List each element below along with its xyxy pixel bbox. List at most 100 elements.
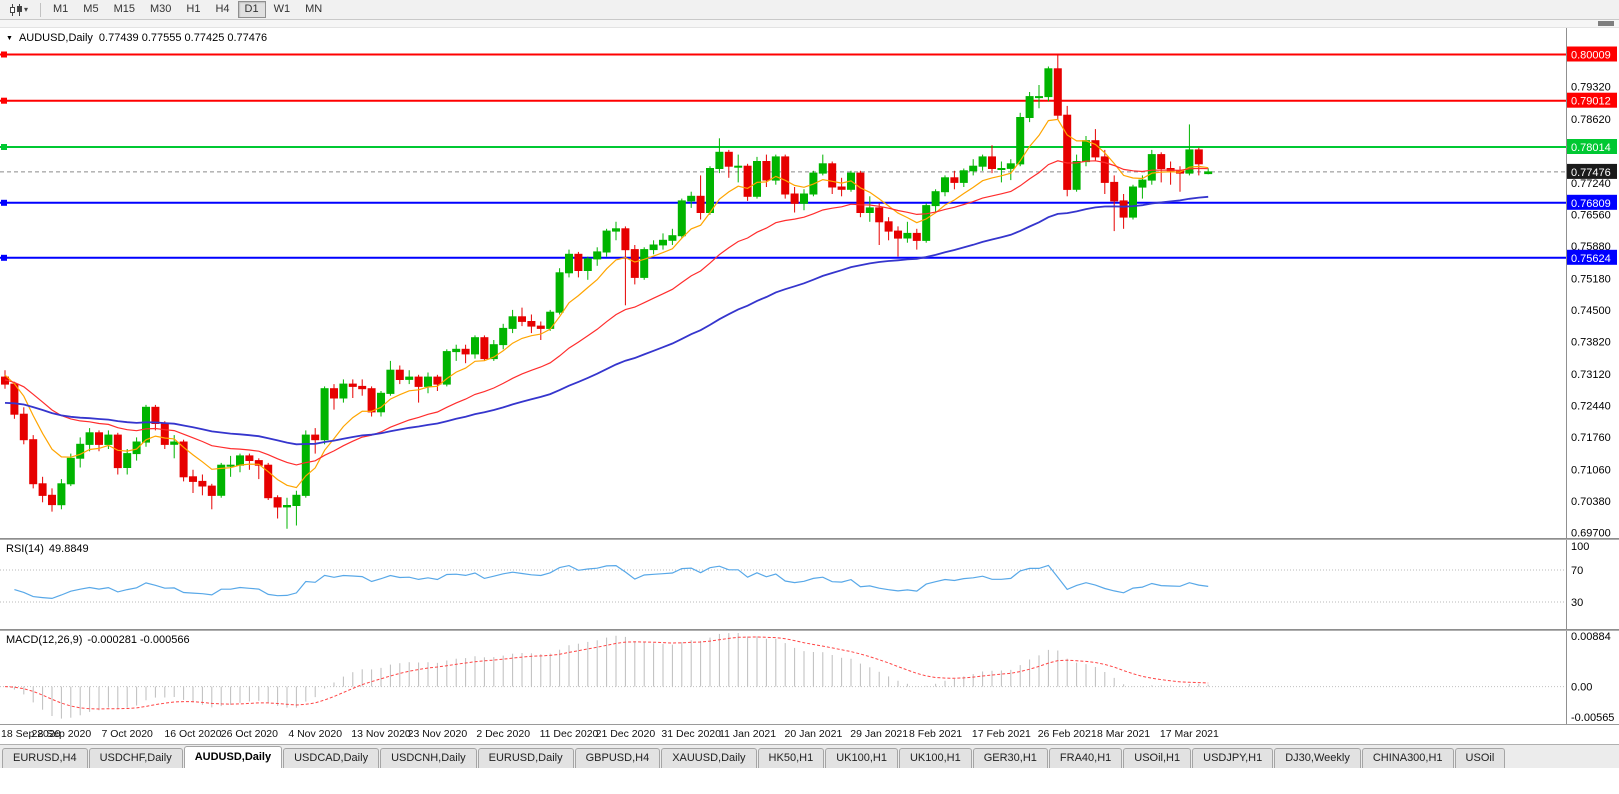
ma-line	[4, 118, 1209, 489]
hline-price-tag[interactable]	[1567, 139, 1617, 154]
chart-tab-audusd-daily[interactable]: AUDUSD,Daily	[183, 746, 283, 768]
chart-tab-eurusd-daily[interactable]: EURUSD,Daily	[477, 748, 574, 768]
date-axis-label: 11 Dec 2020	[539, 728, 599, 740]
hline-price-tag[interactable]	[1567, 46, 1617, 62]
date-axis-label: 31 Dec 2020	[661, 728, 721, 740]
date-axis-label: 2 Dec 2020	[476, 728, 531, 740]
price-axis-label: 0.70380	[1571, 496, 1611, 508]
chart-tab-fra40-h1[interactable]: FRA40,H1	[1048, 748, 1123, 768]
pane-divider[interactable]	[0, 629, 1619, 631]
pane-divider[interactable]	[0, 538, 1619, 540]
hline-price-tag-label: 0.75624	[1571, 253, 1611, 265]
rsi-axis-label: 30	[1571, 597, 1583, 609]
hline-handle[interactable]	[1, 199, 7, 206]
hline-price-tag[interactable]	[1567, 92, 1617, 108]
hscrollbar-thumb[interactable]	[1598, 21, 1614, 26]
macd-histogram-layer	[13, 633, 1209, 719]
price-chart-canvas[interactable]: 0.793200.786200.772400.765600.758800.751…	[0, 28, 1619, 538]
chart-tab-usoil[interactable]: USOil	[1454, 748, 1506, 768]
chart-tab-gbpusd-h4[interactable]: GBPUSD,H4	[574, 748, 661, 768]
candles-layer[interactable]	[1, 54, 1213, 529]
current-price-tag-label: 0.77476	[1571, 167, 1611, 179]
price-axis-label: 0.71060	[1571, 464, 1611, 476]
price-chart-pane: 0.79320 0.78620 0.77240 0.76560 0.75880 0.751…	[0, 28, 1619, 538]
status-area	[0, 768, 1619, 794]
chart-tab-usdchf-daily[interactable]: USDCHF,Daily	[88, 748, 183, 768]
rsi-canvas[interactable]: 100 70 30	[0, 540, 1619, 629]
date-axis-label: 18 Sep 2020	[1, 728, 61, 740]
timeframe-button-m1[interactable]: M1	[46, 1, 75, 18]
date-axis-label: 11 Jan 2021	[719, 728, 777, 740]
timeframe-button-m30[interactable]: M30	[143, 1, 178, 18]
hline-price-tag[interactable]	[1567, 249, 1617, 265]
chart-stack: 0.79320 0.78620 0.77240 0.76560 0.75880 0.751…	[0, 28, 1619, 744]
chart-tab-ger30-h1[interactable]: GER30,H1	[972, 748, 1048, 768]
price-axis-label: 0.76560	[1571, 209, 1611, 221]
hline-handle[interactable]	[1, 97, 7, 104]
timeframe-button-m15[interactable]: M15	[107, 1, 142, 18]
timeframe-button-w1[interactable]: W1	[267, 1, 298, 18]
price-axis: 0.793200.786200.772400.765600.758800.751…	[1571, 81, 1611, 538]
timeframe-button-h4[interactable]: H4	[208, 1, 236, 18]
chart-hscrollbar[interactable]	[0, 20, 1619, 28]
chart-tab-usdcad-daily[interactable]: USDCAD,Daily	[283, 748, 380, 768]
macd-pane: 0.00884 0.00 -0.00565 MACD(12,26,9) -0.000…	[0, 631, 1619, 724]
chart-tabs: EURUSD,H4 USDCHF,Daily AUDUSD,Daily USDCAD,…	[2, 746, 1506, 768]
price-axis-label: 0.74500	[1571, 305, 1611, 317]
date-axis-label: 20 Jan 2021	[784, 728, 843, 740]
toolbar-separator	[40, 2, 42, 17]
chart-tab-usoil-h1[interactable]: USOil,H1	[1123, 748, 1192, 768]
chart-type-button[interactable]: ▾	[3, 1, 35, 18]
hline-handle[interactable]	[1, 144, 7, 150]
date-axis: 18 Sep 2020 28 Sep 2020 7 Oct 2020 16 Oct 2…	[0, 724, 1619, 744]
current-price-tag	[1567, 163, 1617, 179]
chart-tab-xauusd-daily[interactable]: XAUUSD,Daily	[661, 748, 757, 768]
macd-signal-line	[4, 636, 1209, 710]
timeframe-button-mn[interactable]: MN	[298, 1, 329, 18]
price-axis-label: 0.73120	[1571, 369, 1611, 381]
date-axis-label: 16 Oct 2020	[164, 728, 222, 740]
macd-canvas[interactable]: 0.00884 0.00 -0.00565	[0, 631, 1619, 724]
price-axis-label: 0.75180	[1571, 273, 1611, 285]
chart-tab-uk100-h1[interactable]: UK100,H1	[825, 748, 898, 768]
date-axis-label: 26 Feb 2021	[1037, 728, 1097, 740]
date-axis-label: 21 Dec 2020	[595, 728, 656, 740]
horizontal-lines-layer	[0, 51, 1566, 261]
date-axis-label: 7 Oct 2020	[101, 728, 153, 740]
timeframe-button-h1[interactable]: H1	[179, 1, 207, 18]
ma-line	[4, 160, 1209, 466]
hline-handle[interactable]	[1, 254, 7, 261]
timeframe-button-m5[interactable]: M5	[76, 1, 105, 18]
hline-price-tag-label: 0.80009	[1571, 50, 1611, 62]
caret-down-icon: ▾	[24, 5, 29, 14]
date-axis-label: 8 Feb 2021	[909, 728, 963, 740]
rsi-axis-label: 100	[1571, 541, 1589, 553]
macd-axis-label: 0.00	[1571, 682, 1592, 694]
chart-tab-uk100-h1[interactable]: UK100,H1	[898, 748, 972, 768]
date-axis-label: 4 Nov 2020	[288, 728, 343, 740]
chart-tab-hk50-h1[interactable]: HK50,H1	[757, 748, 825, 768]
toolbar: ▾ M1 M5 M15 M30 H1 H4 D1 W1 MN	[0, 0, 1619, 20]
chart-tab-china300-h1[interactable]: CHINA300,H1	[1361, 748, 1454, 768]
hline-price-tag-label: 0.78014	[1571, 142, 1611, 154]
rsi-pane: 100 70 30 RSI(14) 49.8849	[0, 540, 1619, 629]
chart-tab-usdjpy-h1[interactable]: USDJPY,H1	[1192, 748, 1274, 768]
moving-averages-layer	[4, 118, 1209, 489]
date-axis-label: 26 Oct 2020	[220, 728, 278, 740]
hline-price-tag-label: 0.76809	[1571, 198, 1611, 210]
candlestick-chart-icon	[10, 3, 22, 16]
hline-price-tag[interactable]	[1567, 194, 1617, 210]
date-axis-label: 29 Jan 2021	[850, 728, 909, 740]
date-axis-label: 28 Sep 2020	[31, 728, 92, 740]
timeframe-group: M1 M5 M15 M30 H1 H4 D1 W1 MN	[46, 1, 329, 18]
ma-line	[4, 195, 1209, 446]
rsi-line	[14, 564, 1209, 600]
chart-tab-eurusd-h4[interactable]: EURUSD,H4	[2, 748, 88, 768]
chart-tab-usdcnh-daily[interactable]: USDCNH,Daily	[380, 748, 477, 768]
timeframe-button-d1[interactable]: D1	[237, 1, 266, 18]
price-axis-label: 0.77240	[1571, 178, 1611, 190]
hline-price-tag-label: 0.79012	[1571, 96, 1611, 108]
hline-handle[interactable]	[1, 51, 7, 58]
chart-tab-dj30-weekly[interactable]: DJ30,Weekly	[1274, 748, 1361, 768]
